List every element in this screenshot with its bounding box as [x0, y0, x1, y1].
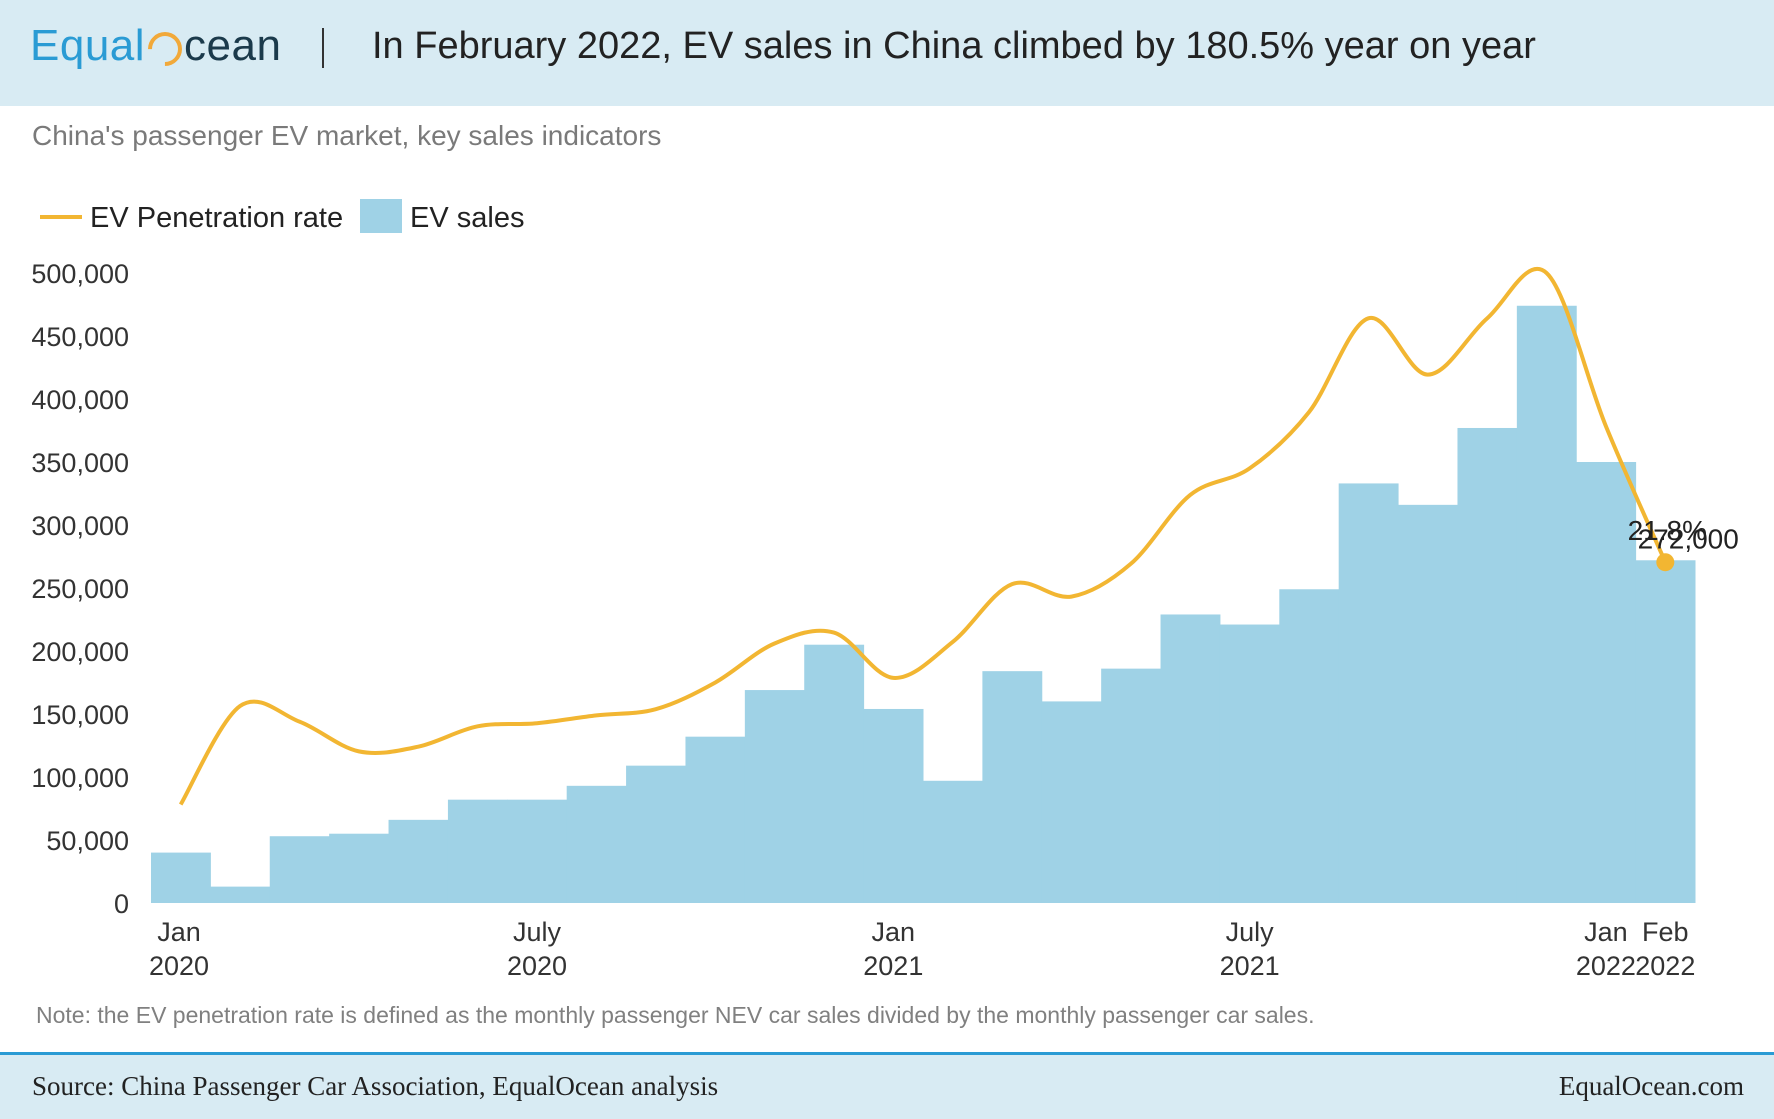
x-tick-year: 2022 [1635, 951, 1695, 981]
ev-sales-bar [210, 886, 271, 903]
ev-sales-bar [804, 644, 865, 903]
ev-sales-bar [1219, 624, 1280, 903]
ev-sales-bar [1101, 668, 1162, 903]
footnote: Note: the EV penetration rate is defined… [36, 1002, 1315, 1028]
y-tick-label: 0 [114, 889, 129, 919]
legend-label-penetration: EV Penetration rate [90, 202, 343, 234]
y-tick-label: 350,000 [31, 448, 129, 478]
header-divider [322, 28, 324, 68]
ev-sales-bar [744, 690, 805, 903]
ev-sales-bar [626, 765, 686, 903]
sales-end-label: 272,000 [1638, 523, 1739, 554]
ev-sales-bar [1338, 483, 1399, 903]
chart-canvas: EV Penetration rate EV sales 0 50,000 100,… [31, 199, 1739, 981]
x-tick-year: 2021 [863, 951, 923, 981]
source-text: Source: China Passenger Car Association,… [32, 1071, 719, 1101]
x-axis: Jan2020July2020Jan2021July2021Jan2022Feb… [149, 917, 1695, 981]
y-tick-label: 400,000 [31, 385, 129, 415]
x-tick-month: Jan [872, 917, 916, 947]
annotations: 21.8%272,000 [1628, 515, 1739, 572]
x-tick-year: 2021 [1220, 951, 1280, 981]
y-tick-label: 450,000 [31, 322, 129, 352]
penetration-rate-line [178, 267, 1668, 806]
ev-sales-bar [329, 833, 390, 903]
ev-sales-bar [1398, 504, 1458, 903]
x-tick-year: 2020 [507, 951, 567, 981]
ev-sales-bar [1576, 462, 1637, 903]
ev-sales-bar [685, 736, 746, 903]
footer-bar: Source: China Passenger Car Association,… [0, 1052, 1774, 1119]
legend-bar-swatch [360, 199, 402, 233]
y-tick-label: 50,000 [46, 826, 129, 856]
header-bar: Equal cean In February 2022, EV sales in… [0, 0, 1774, 106]
ev-sales-bar [447, 799, 508, 903]
chart-subtitle: China's passenger EV market, key sales i… [32, 120, 662, 151]
y-tick-label: 500,000 [31, 259, 129, 289]
ev-sales-bar [1516, 305, 1577, 903]
ev-sales-bar [923, 780, 983, 903]
ev-sales-bar [863, 708, 924, 903]
ev-sales-bar [1160, 614, 1221, 903]
ev-sales-bar [1635, 560, 1696, 903]
penetration-end-label: 21.8% [1628, 515, 1707, 546]
y-tick-label: 200,000 [31, 637, 129, 667]
ev-sales-bar [982, 671, 1043, 903]
x-tick-month: July [1226, 917, 1275, 947]
chart-headline: In February 2022, EV sales in China clim… [372, 25, 1536, 67]
ev-sales-bar [151, 852, 211, 903]
ev-sales-bar [566, 785, 627, 903]
y-tick-label: 250,000 [31, 574, 129, 604]
ev-sales-bar [1279, 589, 1340, 903]
ev-sales-bar [388, 819, 449, 903]
logo-text-cean: cean [184, 21, 282, 70]
legend-label-sales: EV sales [410, 202, 524, 234]
penetration-endpoint-dot [1656, 553, 1675, 572]
x-tick-month: Jan [1584, 917, 1628, 947]
y-tick-label: 100,000 [31, 763, 129, 793]
legend: EV Penetration rate EV sales [40, 199, 524, 234]
x-tick-month: July [513, 917, 562, 947]
x-tick-year: 2022 [1576, 951, 1636, 981]
site-link[interactable]: EqualOcean.com [1558, 1071, 1744, 1101]
ev-sales-bar [1457, 427, 1518, 903]
y-tick-label: 150,000 [31, 700, 129, 730]
equalocean-logo: Equal cean [30, 16, 281, 76]
y-tick-label: 300,000 [31, 511, 129, 541]
x-tick-month: Jan [157, 917, 201, 947]
x-tick-month: Feb [1642, 917, 1689, 947]
logo-text-equal: Equal [30, 21, 146, 70]
ev-sales-bar [1041, 701, 1102, 903]
ev-sales-bar [507, 799, 568, 903]
bars-group [151, 305, 1696, 903]
ev-sales-bar [269, 836, 330, 903]
x-tick-year: 2020 [149, 951, 209, 981]
y-axis: 0 50,000 100,000 150,000 200,000 250,000 300,0… [31, 259, 129, 919]
